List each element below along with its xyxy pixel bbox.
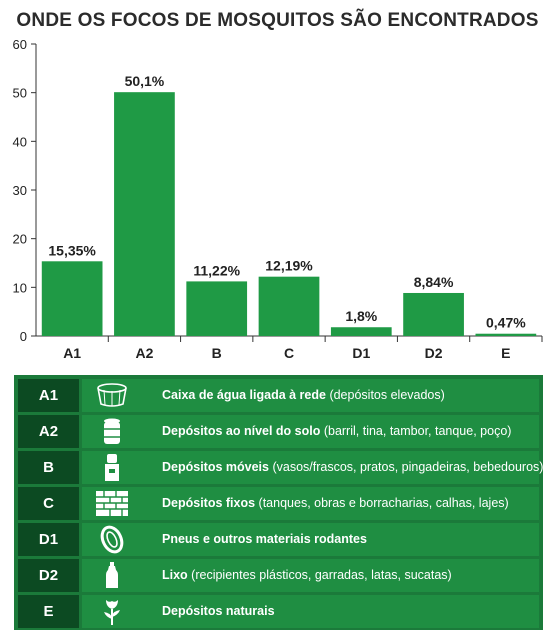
legend-code: A1 <box>18 379 79 412</box>
x-tick-label: A2 <box>135 345 153 361</box>
x-tick-label: D1 <box>352 345 370 361</box>
bar <box>475 333 537 336</box>
x-tick-label: E <box>501 345 510 361</box>
bottle-icon <box>94 561 130 590</box>
legend-description: Pneus e outros materiais rodantes <box>162 523 367 556</box>
bar-value-label: 11,22% <box>193 262 240 278</box>
legend-table: A1 Caixa de água ligada à rede (depósitos… <box>14 375 543 630</box>
water-tank-icon <box>94 381 130 410</box>
legend-row: D1 Pneus e outros materiais rodantes <box>18 523 539 556</box>
legend-description-cell: Lixo (recipientes plásticos, garradas, l… <box>82 559 539 592</box>
legend-row: B Depósitos móveis (vasos/frascos, pratos… <box>18 451 543 484</box>
legend-code: B <box>18 451 79 484</box>
legend-code: D2 <box>18 559 79 592</box>
legend-description-detail: (tanques, obras e borracharias, calhas, … <box>255 496 509 510</box>
bar <box>258 276 320 336</box>
water-cooler-icon <box>94 453 130 482</box>
y-tick-label: 10 <box>13 280 27 295</box>
x-tick-label: D2 <box>425 345 443 361</box>
x-tick-label: A1 <box>63 345 81 361</box>
legend-description-cell: Pneus e outros materiais rodantes <box>82 523 539 556</box>
bar <box>114 92 175 337</box>
legend-description: Depósitos ao nível do solo (barril, tina… <box>162 415 511 448</box>
legend-row: A1 Caixa de água ligada à rede (depósitos… <box>18 379 539 412</box>
bar-value-label: 12,19% <box>265 258 313 274</box>
tire-icon <box>94 525 130 554</box>
legend-code: C <box>18 487 79 520</box>
bar-value-label: 15,35% <box>48 242 96 258</box>
legend-description-bold: Depósitos naturais <box>162 604 275 618</box>
legend-description-bold: Depósitos fixos <box>162 496 256 510</box>
bar <box>41 261 103 336</box>
legend-description-bold: Lixo <box>162 568 188 582</box>
y-tick-label: 60 <box>13 37 27 52</box>
legend-description-cell: Depósitos ao nível do solo (barril, tina… <box>82 415 539 448</box>
legend-description-bold: Caixa de água ligada à rede <box>162 388 326 402</box>
legend-description: Lixo (recipientes plásticos, garradas, l… <box>162 559 452 592</box>
legend-description-cell: Depósitos fixos (tanques, obras e borrac… <box>82 487 539 520</box>
legend-description: Depósitos naturais <box>162 595 275 628</box>
legend-row: A2 Depósitos ao nível do solo (barril, ti… <box>18 415 539 448</box>
bar-chart: 0 10 20 30 40 50 60 15,35% A1 50,1% A2 11,22% B 12,19… <box>13 37 543 361</box>
chart-title: ONDE OS FOCOS DE MOSQUITOS SÃO ENCONTRAD… <box>16 10 539 31</box>
bar <box>330 327 392 336</box>
bar-value-label: 50,1% <box>125 73 165 89</box>
legend-description-cell: Depósitos naturais <box>82 595 539 628</box>
legend-description-bold: Depósitos ao nível do solo <box>162 424 321 438</box>
legend-code: A2 <box>18 415 79 448</box>
barrel-icon <box>94 417 130 446</box>
legend-description-detail: (recipientes plásticos, garradas, latas,… <box>187 568 452 582</box>
y-tick-label: 40 <box>13 134 27 149</box>
x-tick-label: B <box>212 345 222 361</box>
brick-wall-icon <box>94 489 130 518</box>
bar <box>186 281 248 336</box>
x-tick-label: C <box>284 345 294 361</box>
plant-icon <box>94 597 130 626</box>
legend-row: D2 Lixo (recipientes plásticos, garradas,… <box>18 559 539 592</box>
legend-row: E Depósitos naturais <box>18 595 539 628</box>
legend-description-cell: Depósitos móveis (vasos/frascos, pratos,… <box>82 451 543 484</box>
legend-description-detail: (depósitos elevados) <box>325 388 445 402</box>
legend-description-cell: Caixa de água ligada à rede (depósitos e… <box>82 379 539 412</box>
legend-description: Depósitos fixos (tanques, obras e borrac… <box>162 487 509 520</box>
bar-value-label: 0,47% <box>486 315 526 331</box>
legend-description: Depósitos móveis (vasos/frascos, pratos,… <box>162 451 543 484</box>
legend-description: Caixa de água ligada à rede (depósitos e… <box>162 379 445 412</box>
legend-description-bold: Pneus e outros materiais rodantes <box>162 532 367 546</box>
y-tick-label: 30 <box>13 183 27 198</box>
y-tick-label: 20 <box>13 232 27 247</box>
bar-value-label: 1,8% <box>345 308 377 324</box>
y-tick-label: 50 <box>13 86 27 101</box>
y-tick-label: 0 <box>20 329 27 344</box>
legend-description-detail: (barril, tina, tambor, tanque, poço) <box>320 424 512 438</box>
legend-row: C Depósitos fixos (tanques, obras e borra… <box>18 487 539 520</box>
legend-description-bold: Depósitos móveis <box>162 460 269 474</box>
bar <box>403 292 464 336</box>
legend-description-detail: (vasos/frascos, pratos, pingadeiras, beb… <box>268 460 544 474</box>
legend-code: E <box>18 595 79 628</box>
bar-value-label: 8,84% <box>414 274 454 290</box>
legend-code: D1 <box>18 523 79 556</box>
